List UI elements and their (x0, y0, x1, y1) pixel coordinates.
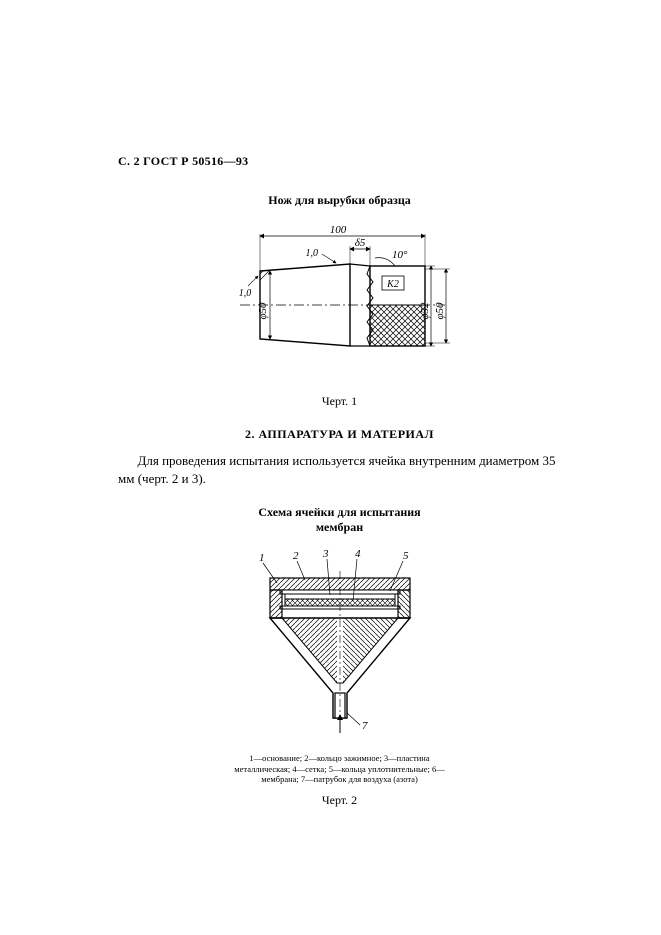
fig2-caption: Черт. 2 (118, 793, 561, 808)
callout-3: 3 (322, 548, 329, 560)
fig2-legend: 1—основание; 2—кольцо зажимное; 3—пласти… (225, 753, 455, 785)
label-k2: К2 (386, 279, 399, 290)
callout-4: 4 (355, 548, 361, 560)
dim-gap: δ5 (354, 237, 365, 249)
dim-angle: 10° (392, 249, 408, 261)
dim-length: 100 (329, 224, 346, 236)
callout-5: 5 (403, 550, 409, 562)
dim-edge-left: 1,0 (238, 288, 251, 299)
fig2-title: Схема ячейки для испытания мембран (240, 505, 440, 535)
dim-d52: φ52 (419, 302, 431, 320)
fig2-legend-text: 1—основание; 2—кольцо зажимное; 3—пласти… (234, 753, 444, 784)
fig1-title: Нож для вырубки образца (118, 193, 561, 208)
page-header: С. 2 ГОСТ Р 50516—93 (118, 154, 561, 169)
dim-edge-top: 1,0 (305, 248, 318, 259)
section-title: АППАРАТУРА И МАТЕРИАЛ (259, 427, 434, 441)
fig1-drawing: 100 δ5 10° 1,0 1,0 К2 φ50 φ52 φ50 (210, 216, 470, 386)
callout-7: 7 (362, 720, 368, 732)
fig2-title-line2: мембран (316, 520, 363, 534)
fig1-caption: Черт. 1 (118, 394, 561, 409)
callout-2: 2 (293, 550, 299, 562)
callout-1: 1 (259, 552, 265, 564)
dim-d50-left: φ50 (257, 302, 269, 320)
section-number: 2. (245, 427, 255, 441)
fig2-title-line1: Схема ячейки для испытания (258, 505, 420, 519)
section-heading: 2. АППАРАТУРА И МАТЕРИАЛ (118, 427, 561, 442)
fig2-drawing: 1 2 3 4 5 7 (225, 543, 455, 743)
body-paragraph: Для проведения испытания используется яч… (118, 452, 561, 487)
dim-d50-right: φ50 (434, 302, 446, 320)
page: С. 2 ГОСТ Р 50516—93 Нож для вырубки обр… (0, 0, 661, 935)
